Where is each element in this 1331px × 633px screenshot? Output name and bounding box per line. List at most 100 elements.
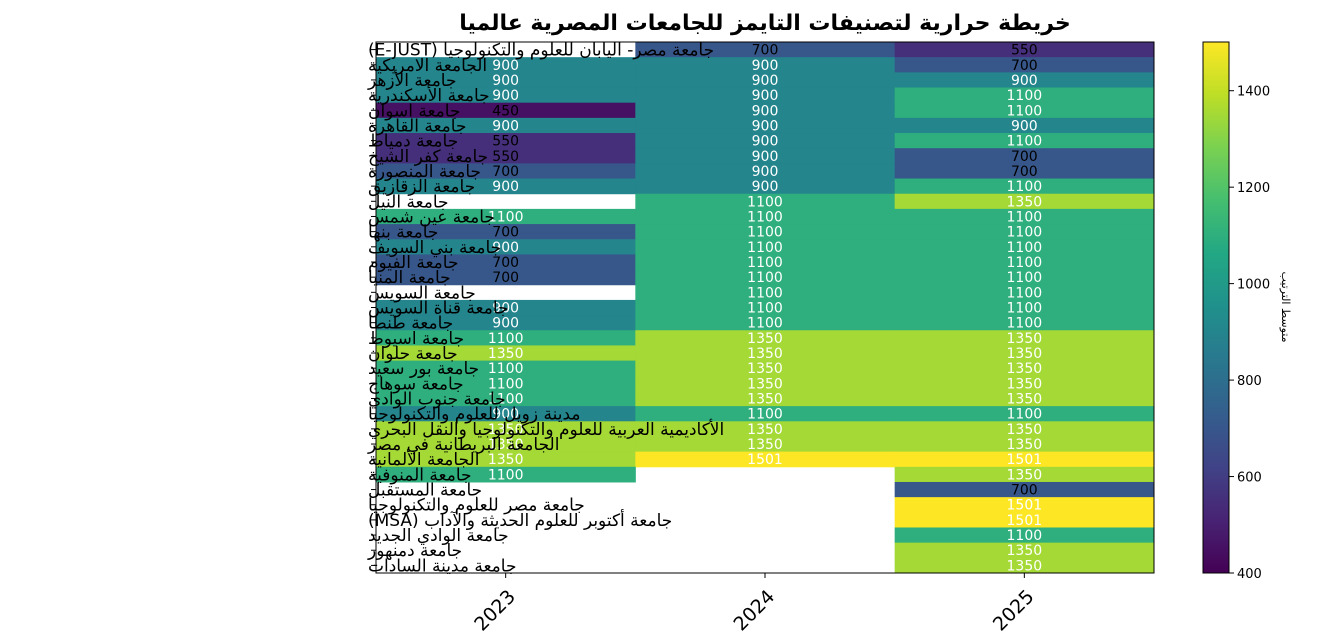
y-tick-label: جامعة المستقبل [368, 481, 482, 501]
cell-value-label: 550 [492, 134, 519, 150]
heatmap-cell [635, 436, 896, 453]
cell-value-label: 700 [1011, 483, 1038, 499]
heatmap-cell [894, 224, 1155, 240]
heatmap-cell [376, 466, 636, 483]
colorbar-tick-label: 1400 [1237, 85, 1270, 100]
heatmap-cell [376, 269, 636, 286]
heatmap-cell [376, 178, 636, 195]
heatmap-cell [635, 72, 896, 89]
x-tick-label: 2023 [470, 586, 520, 633]
cell-value-label: 1350 [747, 376, 783, 392]
colorbar-tick-label: 400 [1237, 567, 1262, 582]
cell-value-label: 1100 [747, 194, 783, 210]
x-axis: 2023 2024 2025 [470, 573, 1039, 633]
y-tick-label: جامعة المنيا [368, 268, 451, 288]
y-tick-label: جامعة الفيوم [368, 253, 458, 273]
heatmap-cell [894, 133, 1155, 149]
y-tick-label: جامعة أكتوبر للعلوم الحديثة والآداب (MSA… [368, 509, 672, 531]
cell-value-label: 450 [492, 103, 519, 119]
heatmap-cell [894, 299, 1155, 316]
cell-value-label: 1100 [1007, 103, 1043, 119]
y-tick-label: جامعة الأزهر [367, 70, 457, 91]
heatmap-cell [894, 390, 1155, 407]
heatmap-cell [376, 315, 636, 331]
heatmap-cell [376, 254, 636, 271]
heatmap-cell [376, 224, 636, 240]
cell-value-label: 1100 [1007, 134, 1043, 150]
cell-value-label: 1100 [1007, 225, 1043, 241]
cell-value-label: 700 [1011, 149, 1038, 165]
cell-value-label: 900 [492, 316, 519, 332]
y-tick-label: جامعة النيل [368, 192, 449, 212]
cell-value-label: 900 [492, 88, 519, 104]
cell-value-label: 900 [492, 240, 519, 256]
y-tick-label: جامعة دمنهور [367, 541, 462, 561]
heatmap-cell [635, 148, 896, 164]
cell-value-label: 900 [752, 58, 779, 74]
heatmap-cell [894, 163, 1155, 180]
cell-value-label: 1100 [488, 209, 524, 225]
cell-value-label: 1350 [1007, 361, 1043, 377]
cell-value-label: 900 [492, 301, 519, 317]
heatmap-cell [376, 57, 636, 73]
heatmap-cell [635, 208, 896, 225]
cell-value-label: 1350 [1007, 558, 1043, 574]
cell-value-label: 1350 [747, 422, 783, 438]
cell-value-label: 700 [492, 164, 519, 180]
cell-value-label: 1100 [1007, 316, 1043, 332]
heatmap-cell [376, 299, 636, 316]
heatmap-cell [894, 527, 1155, 544]
cell-value-label: 1100 [1007, 528, 1043, 544]
heatmap-cell [376, 345, 636, 362]
cell-value-label: 1350 [488, 437, 524, 453]
heatmap-cell [376, 148, 636, 164]
cell-value-label: 550 [492, 149, 519, 165]
cell-value-label: 900 [492, 73, 519, 89]
cell-value-label: 1100 [488, 376, 524, 392]
y-tick-label: جامعة الزقازيق [368, 177, 475, 197]
cell-value-label: 1350 [1007, 331, 1043, 347]
heatmap-cell [894, 360, 1155, 377]
y-tick-label: جامعة السويس [368, 283, 476, 303]
cell-value-label: 1350 [1007, 422, 1043, 438]
y-tick-label: جامعة الوادي الجديد [368, 526, 509, 546]
y-tick-label: مدينة زويل للعلوم والتكنولوجيا [368, 405, 581, 425]
x-tick-label: 2025 [989, 586, 1039, 633]
heatmap-cell [894, 557, 1155, 574]
heatmap-cell [376, 87, 636, 104]
heatmap-cell [376, 117, 636, 134]
y-tick-label: جامعة كفر الشيخ [368, 147, 488, 167]
heatmap-cell [635, 284, 896, 301]
cell-value-label: 900 [752, 179, 779, 195]
cell-value-label: 1100 [488, 392, 524, 408]
heatmap-cell [894, 330, 1155, 346]
cell-value-label: 1350 [1007, 346, 1043, 362]
heatmap-cell [635, 163, 896, 180]
heatmap-cell [894, 284, 1155, 301]
heatmap-cell [635, 360, 896, 377]
cell-value-label: 1350 [747, 346, 783, 362]
y-tick-label: جامعة مصر للعلوم والتكنولوجيا [368, 496, 585, 516]
cell-value-label: 900 [752, 149, 779, 165]
heatmap-cell [635, 345, 896, 362]
heatmap-cell [376, 360, 636, 377]
y-tick-label: جامعة مصر- اليابان للعلوم والتكنولوجيا (… [368, 41, 714, 61]
cell-value-label: 1350 [1007, 376, 1043, 392]
y-tick-label: الجامعة الامريكية [368, 56, 487, 76]
y-tick-label: جامعة اسيوط [368, 329, 464, 349]
heatmap-cell [635, 239, 896, 255]
heatmap-cell [894, 148, 1155, 164]
heatmap-cell [635, 451, 896, 468]
heatmap-cell [376, 421, 636, 437]
heatmap-cell [894, 193, 1155, 210]
heatmap-cell [635, 87, 896, 104]
cell-value-label: 1501 [1007, 498, 1043, 514]
cell-value-label: 900 [752, 88, 779, 104]
y-tick-label: جامعة اسوان [368, 101, 460, 121]
cell-value-label: 1350 [488, 422, 524, 438]
heatmap-cell [635, 178, 896, 195]
cell-value-label: 1100 [1007, 270, 1043, 286]
y-tick-label: جامعة بنها [368, 223, 438, 243]
